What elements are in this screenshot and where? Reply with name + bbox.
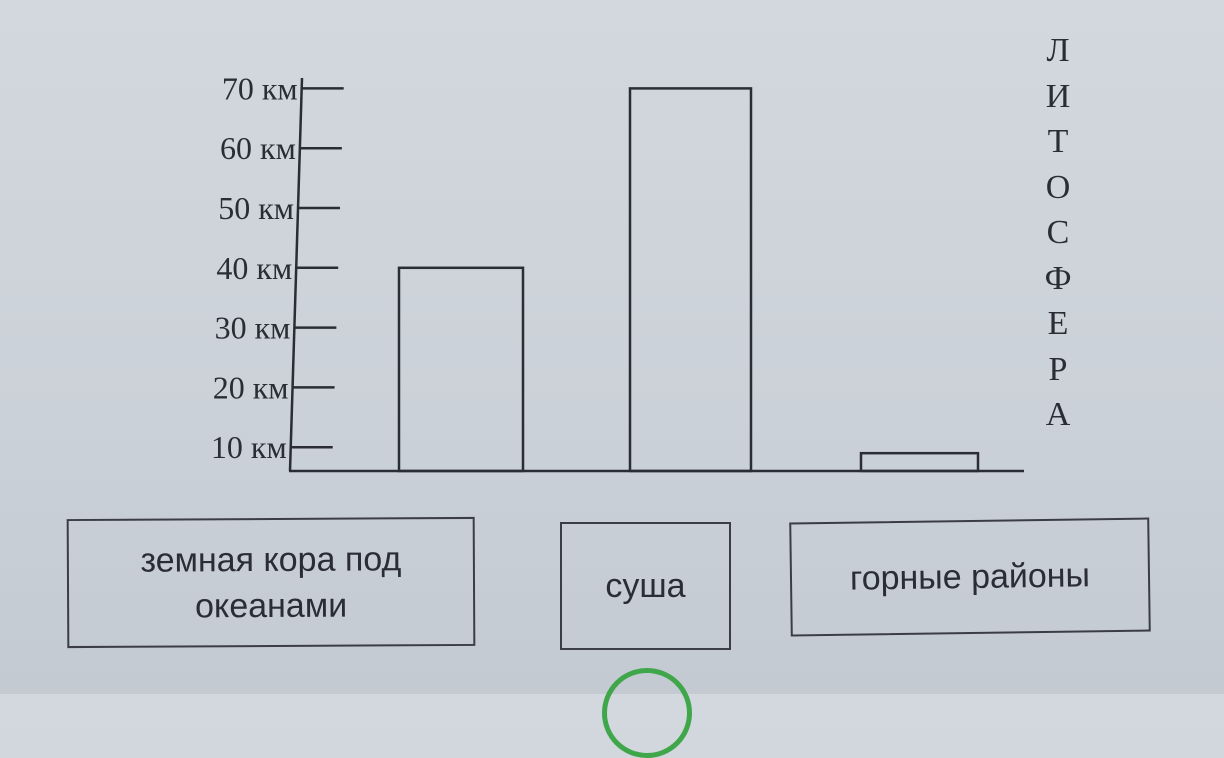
bar-2 [628,87,753,473]
side-label-letter: С [1046,214,1070,251]
y-tick-label: 30 км [215,310,291,346]
label-text: суша [605,567,686,605]
y-tick-label: 20 км [213,369,289,405]
y-tick-label: 40 км [216,250,292,286]
label-box-land[interactable]: суша [560,522,731,650]
y-tick-label: 60 км [220,130,296,166]
side-label-letter: А [1045,396,1071,433]
side-label-letter: Ф [1044,259,1072,297]
label-text: горные районы [849,556,1091,598]
y-tick-label: 10 км [211,429,287,465]
y-tick-label: 50 км [218,190,294,226]
y-tick-label: 70 км [222,70,298,106]
side-label-letter: Л [1046,32,1070,69]
bar-1 [397,266,525,473]
side-label-letter: Р [1048,350,1068,388]
label-box-ocean-crust[interactable]: земная кора под океанами [66,516,476,649]
bar-3 [859,451,980,473]
label-text: земная кора под океанами [140,539,402,625]
bar-chart: 10 км 20 км 30 км 40 км 50 км 60 км 70 км [211,70,1024,473]
y-axis [288,77,304,472]
side-label-letter: Т [1047,123,1069,160]
label-box-mountain-regions[interactable]: горные районы [789,517,1151,637]
green-circle-mark [602,668,692,758]
side-label-letter: Е [1047,305,1069,342]
side-label-letter: И [1045,77,1071,115]
side-label-letter: О [1045,168,1071,206]
